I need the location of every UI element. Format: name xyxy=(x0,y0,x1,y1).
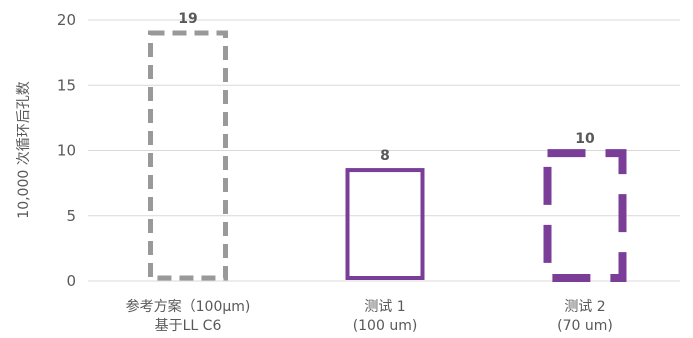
data-labels: 19 8 10 xyxy=(178,11,595,164)
bar-data-label: 8 xyxy=(380,148,390,164)
y-tick-label: 0 xyxy=(66,272,76,290)
x-category-label: 测试 2 xyxy=(564,299,605,315)
x-category-label: 参考方案（100μm) xyxy=(126,298,251,315)
bar-data-label: 19 xyxy=(178,11,197,27)
category-labels: 参考方案（100μm) 基于LL C6 测试 1 (100 um) 测试 2 (70 um… xyxy=(126,298,613,334)
bar xyxy=(345,168,425,280)
x-category-label: 基于LL C6 xyxy=(155,317,222,334)
y-axis-ticks: 0 5 10 15 20 xyxy=(57,11,76,290)
bar xyxy=(148,30,228,281)
bar xyxy=(543,149,627,282)
y-axis-label: 10,000 次循环后孔数 xyxy=(16,81,32,218)
bar-data-label: 10 xyxy=(575,131,595,147)
y-tick-label: 5 xyxy=(66,207,76,225)
x-category-label: (70 um) xyxy=(557,318,613,334)
bars xyxy=(148,30,627,282)
x-category-label: (100 um) xyxy=(353,318,418,334)
x-category-label: 测试 1 xyxy=(364,299,405,315)
y-tick-label: 15 xyxy=(57,76,76,94)
y-tick-label: 20 xyxy=(57,11,76,29)
y-tick-label: 10 xyxy=(57,142,76,160)
